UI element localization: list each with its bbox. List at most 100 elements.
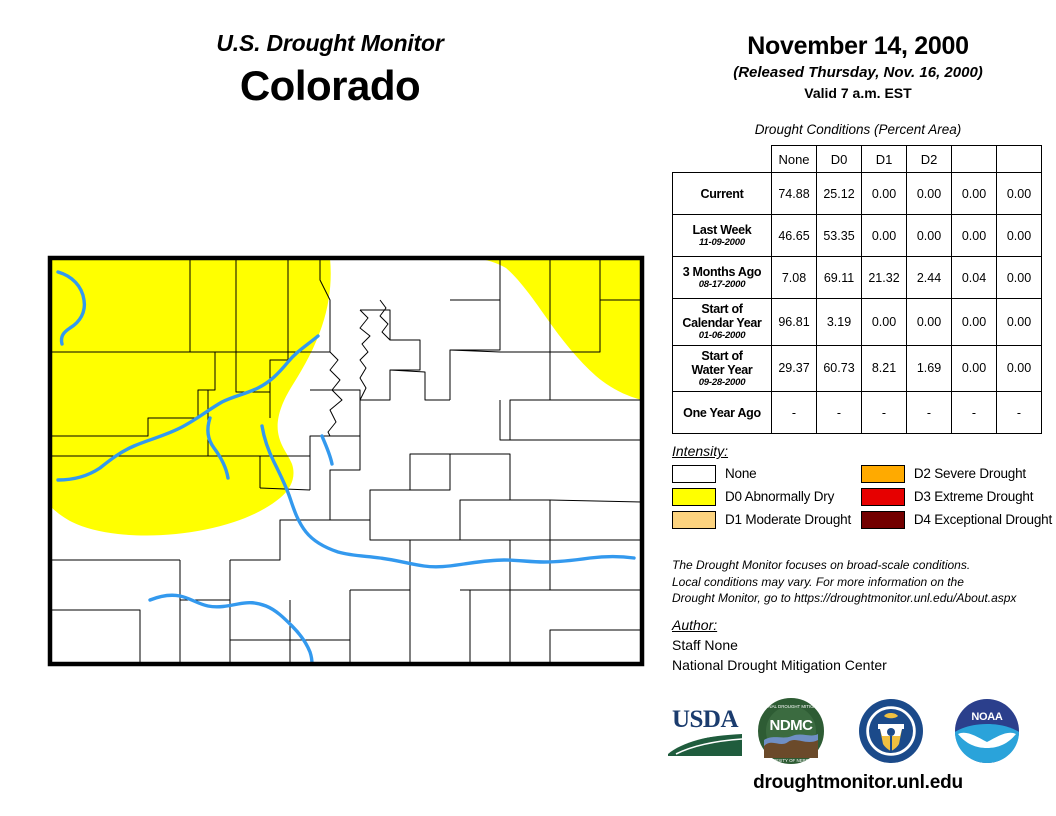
swatch-d4-icon — [860, 510, 905, 529]
cell-calyear-d4: 0.00 — [996, 298, 1042, 346]
row-label-date: 11-09-2000 — [699, 236, 745, 248]
cell-lastweek-d4: 0.00 — [996, 214, 1042, 257]
table-row: Last Week 11-09-2000 46.65 53.35 0.00 0.… — [672, 214, 1042, 257]
cell-oneyear-d2: - — [906, 391, 952, 435]
column-header-d1: D1 — [861, 145, 907, 173]
cell-lastweek-d3: 0.00 — [951, 214, 997, 257]
legend-title: Intensity: — [672, 443, 729, 459]
cell-current-d2: 0.00 — [906, 172, 952, 215]
legend-column-left: None D0 Abnormally Dry D1 Moderate Droug… — [672, 464, 861, 529]
row-label-start-water-year: Start of Water Year 09-28-2000 — [672, 344, 772, 393]
usdc-seal-icon — [859, 699, 923, 763]
usda-logo-icon: USDA — [667, 706, 743, 756]
website-url: droughtmonitor.unl.edu — [753, 772, 963, 793]
cell-calyear-d0: 3.19 — [816, 298, 862, 346]
row-label-text: Current — [700, 186, 744, 201]
d0-region-northwest — [50, 258, 331, 536]
cell-current-none: 74.88 — [771, 172, 817, 215]
row-label-3-months-ago: 3 Months Ago 08-17-2000 — [672, 256, 772, 299]
legend-label-d4: D4 Exceptional Drought — [913, 512, 1052, 527]
row-label-text: Start of Calendar Year — [682, 302, 762, 330]
column-header-d4: D4 — [996, 145, 1042, 173]
svg-text:USDA: USDA — [672, 706, 739, 733]
cell-3months-none: 7.08 — [771, 256, 817, 299]
legend-item-d1: D1 Moderate Drought — [672, 510, 861, 529]
row-label-one-year-ago: One Year Ago — [672, 391, 772, 435]
issue-date: November 14, 2000 — [747, 32, 969, 60]
note-line-1: The Drought Monitor focuses on broad-sca… — [672, 558, 971, 572]
drought-monitor-title: U.S. Drought Monitor — [216, 30, 444, 56]
table-row: Start of Water Year 09-28-2000 29.37 60.… — [672, 344, 1042, 393]
cell-wateryear-none: 29.37 — [771, 344, 817, 393]
row-label-text: One Year Ago — [683, 405, 761, 420]
usdc-seal — [856, 696, 926, 766]
legend-label-d0: D0 Abnormally Dry — [725, 489, 835, 504]
row-label-date: 08-17-2000 — [698, 278, 746, 290]
svg-text:NDMC: NDMC — [770, 717, 814, 734]
state-title: Colorado — [239, 62, 421, 109]
row-label-last-week: Last Week 11-09-2000 — [672, 214, 772, 257]
row-label-current: Current — [672, 172, 772, 215]
note-line-2: Local conditions may vary. For more info… — [672, 574, 964, 589]
colorado-drought-map — [30, 240, 662, 680]
cell-oneyear-d3: - — [951, 391, 997, 435]
legend-item-none: None — [672, 464, 861, 483]
legend-column-right: D2 Severe Drought D3 Extreme Drought D4 … — [860, 464, 1052, 529]
author-heading: Author: — [672, 617, 718, 633]
cell-lastweek-d0: 53.35 — [816, 214, 862, 257]
cell-oneyear-d4: - — [996, 391, 1042, 435]
table-row: 3 Months Ago 08-17-2000 7.08 69.11 21.32… — [672, 256, 1042, 299]
legend-item-d4: D4 Exceptional Drought — [860, 510, 1052, 529]
cell-current-d4: 0.00 — [996, 172, 1042, 215]
drought-overlay — [50, 258, 642, 536]
cell-3months-d2: 2.44 — [906, 256, 952, 299]
row-label-text: Start of Water Year — [691, 348, 753, 377]
cell-3months-d4: 0.00 — [996, 256, 1042, 299]
legend-item-d3: D3 Extreme Drought — [860, 487, 1052, 506]
drought-conditions-table: None D0 D1 D2 D3 D4 Current 74.88 25.12 … — [672, 145, 1042, 435]
cell-current-d1: 0.00 — [861, 172, 907, 215]
legend-item-d0: D0 Abnormally Dry — [672, 487, 861, 506]
cell-wateryear-d4: 0.00 — [996, 344, 1042, 393]
table-row: Start of Calendar Year 01-06-2000 96.81 … — [672, 298, 1042, 346]
rivers — [56, 270, 636, 664]
legend-label-d3: D3 Extreme Drought — [913, 489, 1034, 504]
column-header-d2: D2 — [906, 145, 952, 173]
swatch-d1-icon — [672, 510, 716, 529]
intensity-legend: Intensity: None D0 Abnormally Dry D1 Mod… — [672, 443, 1052, 529]
legend-item-d2: D2 Severe Drought — [860, 464, 1052, 483]
row-label-text: 3 Months Ago — [682, 264, 762, 279]
swatch-d3-icon — [860, 487, 905, 506]
release-date: (Released Thursday, Nov. 16, 2000) — [733, 64, 983, 81]
cell-oneyear-d0: - — [816, 391, 862, 435]
cell-lastweek-d2: 0.00 — [906, 214, 952, 257]
cell-calyear-d2: 0.00 — [906, 298, 952, 346]
cell-current-d3: 0.00 — [951, 172, 997, 215]
cell-3months-d3: 0.04 — [951, 256, 997, 299]
legend-label-none: None — [725, 466, 757, 481]
note-line-3: Drought Monitor, go to https://droughtmo… — [672, 591, 1017, 606]
cell-3months-d0: 69.11 — [816, 256, 862, 299]
row-label-start-calendar-year: Start of Calendar Year 01-06-2000 — [672, 298, 772, 346]
column-header-d3: D3 — [951, 145, 997, 173]
usda-logo: USDA — [666, 702, 744, 760]
cell-3months-d1: 21.32 — [861, 256, 907, 299]
noaa-logo: NOAA — [952, 696, 1022, 766]
table-caption: Drought Conditions (Percent Area) — [754, 122, 962, 137]
cell-wateryear-d0: 60.73 — [816, 344, 862, 393]
cell-wateryear-d3: 0.00 — [951, 344, 997, 393]
table-corner-cell — [673, 146, 772, 173]
row-label-date: 09-28-2000 — [698, 376, 746, 388]
cell-calyear-d1: 0.00 — [861, 298, 907, 346]
state-border — [47, 255, 645, 667]
cell-lastweek-d1: 0.00 — [861, 214, 907, 257]
d0-region-northeast — [454, 258, 642, 400]
table-row: Current 74.88 25.12 0.00 0.00 0.00 0.00 — [672, 172, 1042, 215]
swatch-d2-icon — [860, 464, 905, 483]
cell-wateryear-d2: 1.69 — [906, 344, 952, 393]
cell-current-d0: 25.12 — [816, 172, 862, 215]
legend-label-d2: D2 Severe Drought — [913, 466, 1026, 481]
row-label-text: Last Week — [692, 222, 752, 237]
map-svg — [47, 255, 645, 667]
cell-calyear-none: 96.81 — [771, 298, 817, 346]
